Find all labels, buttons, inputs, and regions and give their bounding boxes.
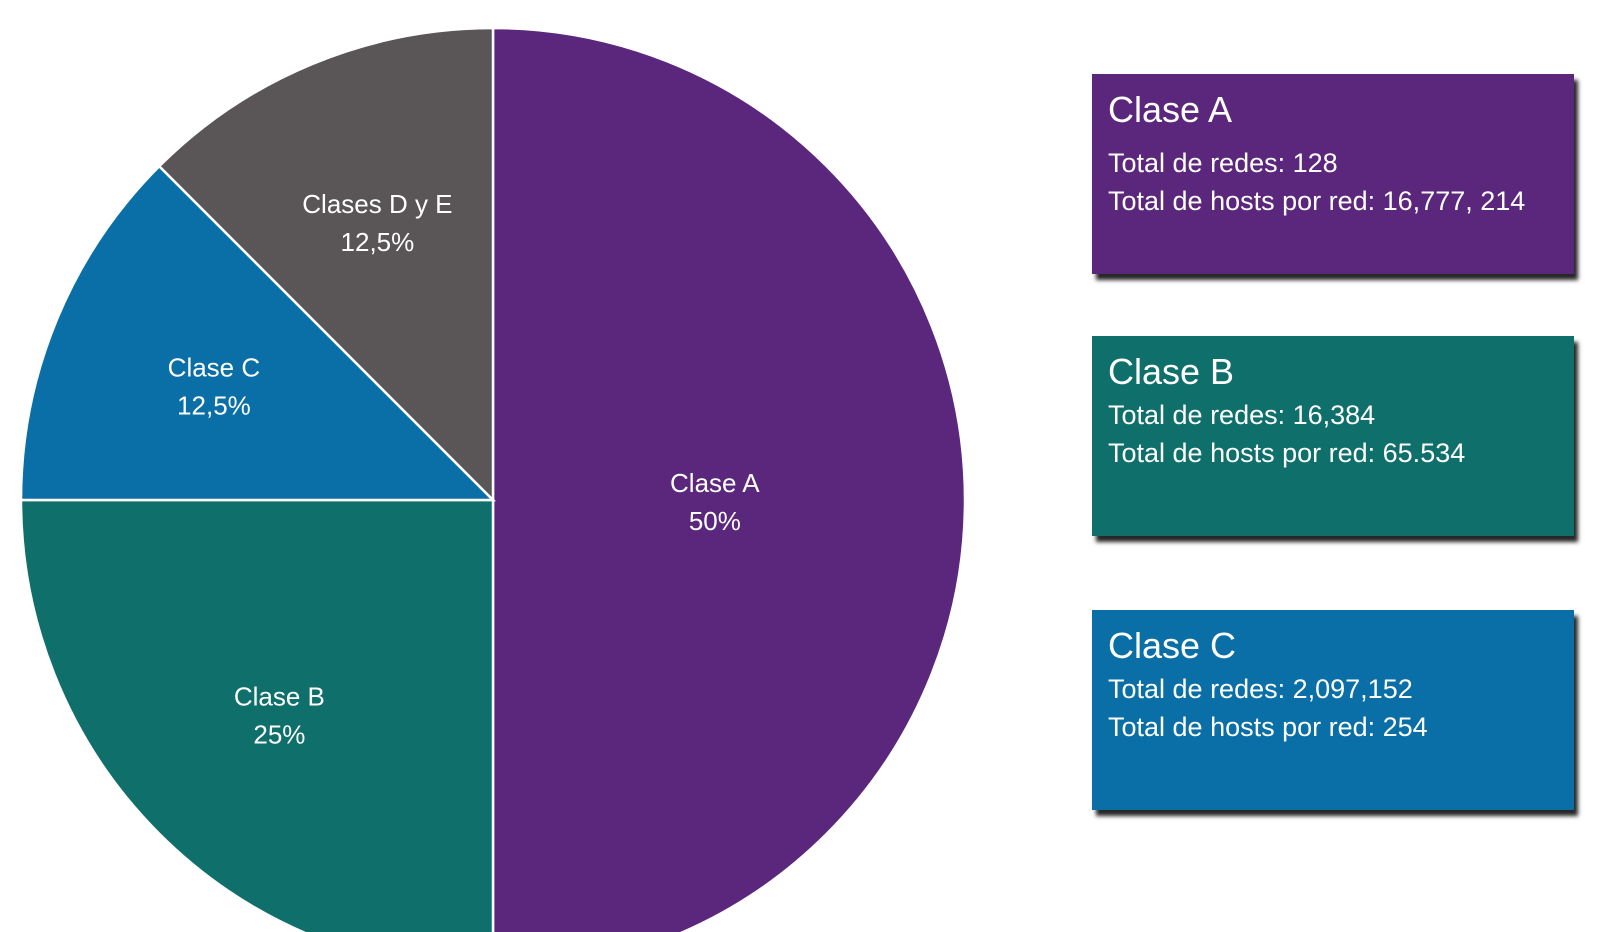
card-title: Clase C [1108, 625, 1237, 666]
pie-slice-clase-b [19, 498, 495, 932]
card-hosts: Total de hosts por red: 16,777, 214 [1108, 186, 1526, 216]
slice-label: Clase B [234, 682, 325, 712]
card-title: Clase A [1108, 89, 1233, 130]
slice-percent-label: 25% [253, 720, 305, 750]
info-card-clase-c: Clase C Total de redes: 2,097,152 Total … [1092, 610, 1574, 810]
card-title: Clase B [1108, 351, 1235, 392]
slice-label: Clase C [168, 352, 260, 382]
card-networks: Total de redes: 16,384 [1108, 400, 1376, 430]
info-card-clase-b: Clase B Total de redes: 16,384 Total de … [1092, 336, 1574, 536]
slice-percent-label: 50% [689, 506, 741, 536]
info-card-clase-a: Clase A Total de redes: 128 Total de hos… [1092, 74, 1574, 274]
slice-label: Clases D y E [302, 189, 452, 219]
slice-percent-label: 12,5% [341, 227, 415, 257]
slice-label: Clase A [670, 468, 760, 498]
pie-slice-clase-a [491, 26, 967, 932]
pie-slice-clase-c [19, 164, 497, 502]
card-hosts: Total de hosts por red: 65.534 [1108, 438, 1466, 468]
card-networks: Total de redes: 128 [1108, 148, 1338, 178]
card-networks: Total de redes: 2,097,152 [1108, 674, 1413, 704]
pie-slice-clases-d-y-e [157, 26, 495, 504]
card-hosts: Total de hosts por red: 254 [1108, 712, 1428, 742]
slice-percent-label: 12,5% [177, 390, 251, 420]
pie-chart: Clase A 50% Clase B 25% Clase C 12,5% Clases D… [19, 26, 967, 932]
